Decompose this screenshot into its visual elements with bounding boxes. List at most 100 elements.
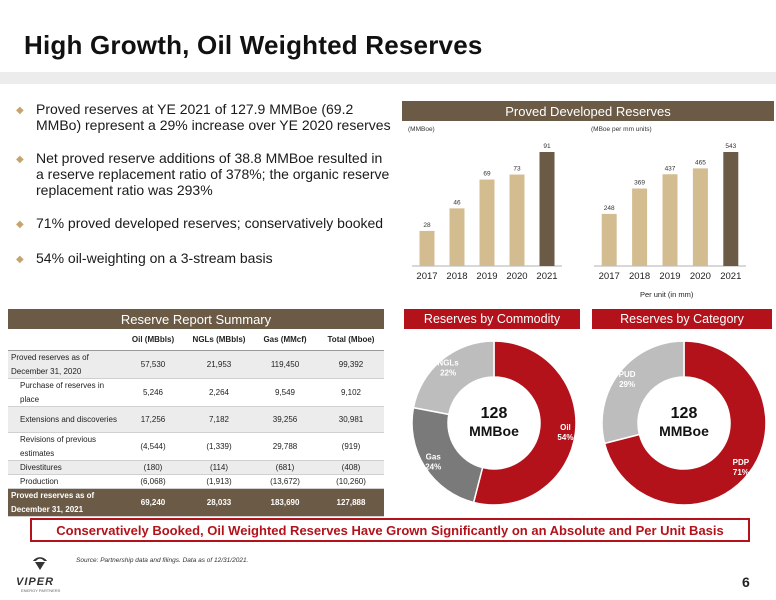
bar-value-label: 437	[665, 165, 676, 172]
x-tick-label: 2017	[599, 271, 620, 282]
slice-percent-label: 54%	[557, 433, 573, 442]
donut-slice-oil	[472, 340, 577, 506]
center-unit: MMBoe	[659, 423, 709, 439]
donut-hole	[449, 378, 539, 468]
bar-value-label: 69	[483, 171, 491, 178]
table-cell: 21,953	[206, 360, 232, 369]
bar	[419, 230, 435, 266]
table-cell: (114)	[209, 463, 229, 472]
center-number: 128	[670, 405, 698, 422]
bar-value-label: 91	[543, 143, 551, 150]
header-cell: Total (Mboe)	[327, 335, 375, 344]
table-cell: (681)	[275, 463, 295, 472]
x-tick-label: 2019	[659, 271, 680, 282]
x-tick-label: 2021	[536, 271, 557, 282]
table-row: Proved reserves as of December 31, 2021 6…	[8, 489, 384, 517]
table-cell: 183,690	[270, 498, 300, 507]
source-note: Source: Partnership data and filings. Da…	[76, 557, 249, 564]
logo-wordmark: VIPER	[16, 576, 54, 588]
diamond-bullet-icon: ◆	[16, 154, 24, 165]
table-row: Proved reserves as of December 31, 2020 5…	[8, 351, 384, 379]
bar	[539, 152, 555, 266]
x-tick-label: 2019	[476, 271, 497, 282]
x-tick-label: 2018	[446, 271, 467, 282]
center-unit: MMBoe	[469, 423, 519, 439]
page-title: High Growth, Oil Weighted Reserves	[24, 30, 483, 60]
x-tick-label: 2021	[720, 271, 741, 282]
category-donut-center: 128 MMBoe	[639, 404, 729, 440]
slice-name-label: NGLs	[437, 359, 459, 368]
table-cell: 5,246	[142, 388, 164, 397]
table-cell: 127,888	[336, 498, 366, 507]
bar	[632, 188, 648, 266]
conclusion-banner: Conservatively Booked, Oil Weighted Rese…	[30, 518, 750, 542]
bar-value-label: 543	[725, 143, 736, 150]
x-tick-label: 2017	[416, 271, 437, 282]
table-cell: 2,264	[208, 388, 230, 397]
bar	[601, 213, 617, 266]
table-cell: (1,339)	[206, 442, 232, 451]
slice-percent-label: 29%	[619, 380, 635, 389]
table-row: Purchase of reserves in place 5,246 2,264 9…	[8, 379, 384, 407]
per-unit-caption: Per unit (in mm)	[640, 290, 694, 299]
bar	[449, 208, 465, 266]
donut-slice-ngls	[412, 340, 495, 416]
table-cell: 30,981	[338, 415, 364, 424]
table-cell: (10,260)	[336, 477, 366, 486]
x-tick-label: 2018	[629, 271, 650, 282]
diamond-bullet-icon: ◆	[16, 105, 24, 116]
table-cell: 7,182	[208, 415, 230, 424]
table-row: Production (6,068) (1,913) (13,672) (10,260)	[8, 475, 384, 489]
bar	[692, 168, 708, 266]
table-cell: (13,672)	[270, 477, 300, 486]
bar-value-label: 28	[423, 222, 431, 229]
bar	[479, 179, 495, 266]
row-label: Purchase of reserves in place	[20, 380, 105, 404]
bullet-text: 54% oil-weighting on a 3-stream basis	[36, 250, 273, 266]
header-cell: Oil (MBbls)	[131, 335, 175, 344]
slice-percent-label: 22%	[440, 369, 456, 378]
table-cell: (6,068)	[140, 477, 166, 486]
title-divider	[0, 72, 776, 84]
donut-slice-pdp	[603, 340, 767, 506]
logo-subtext: ENERGY PARTNERS	[21, 588, 61, 593]
commodity-chart-title: Reserves by Commodity	[404, 309, 580, 329]
bullet-item: ◆ Net proved reserve additions of 38.8 M…	[8, 150, 392, 198]
table-row: Divestitures (180) (114) (681) (408)	[8, 461, 384, 475]
table-title: Reserve Report Summary	[8, 309, 384, 329]
table-cell: 9,102	[340, 388, 362, 397]
slice-name-label: PDP	[733, 458, 750, 467]
diamond-bullet-icon: ◆	[16, 219, 24, 230]
bar	[723, 152, 739, 266]
row-label: Divestitures	[20, 462, 62, 472]
reserve-summary-table: Reserve Report Summary Oil (MBbls) NGLs …	[8, 309, 384, 517]
bar	[509, 174, 525, 266]
bar-value-label: 248	[604, 205, 615, 212]
table-cell: (1,913)	[206, 477, 232, 486]
table-header-row: Oil (MBbls) NGLs (MBbls) Gas (MMcf) Tota…	[8, 329, 384, 351]
slice-percent-label: 71%	[733, 468, 749, 477]
table-cell: (408)	[341, 463, 361, 472]
pdr-right-unit: (MBoe per mm units)	[591, 126, 652, 133]
row-label: Proved reserves as of December 31, 2020	[11, 352, 89, 376]
bullet-list: ◆ Proved reserves at YE 2021 of 127.9 MM…	[8, 101, 392, 285]
row-label: Proved reserves as of December 31, 2021	[11, 490, 95, 514]
x-tick-label: 2020	[690, 271, 711, 282]
bar	[662, 174, 678, 266]
table-row: Extensions and discoveries 17,256 7,182 39,…	[8, 407, 384, 433]
slice-name-label: PUD	[619, 370, 636, 379]
table-cell: 99,392	[338, 360, 364, 369]
diamond-bullet-icon: ◆	[16, 254, 24, 265]
page-number: 6	[742, 574, 750, 590]
pdr-header: Proved Developed Reserves	[402, 101, 774, 121]
table-body: Proved reserves as of December 31, 2020 5…	[8, 351, 384, 517]
commodity-donut-center: 128 MMBoe	[449, 404, 539, 440]
row-label: Production	[20, 476, 59, 486]
bullet-item: ◆ 71% proved developed reserves; conserv…	[8, 215, 392, 233]
table-cell: 39,256	[272, 415, 298, 424]
bullet-text: Proved reserves at YE 2021 of 127.9 MMBo…	[36, 101, 391, 133]
table-cell: (4,544)	[140, 442, 166, 451]
table-cell: 119,450	[270, 360, 300, 369]
donut-hole	[639, 378, 729, 468]
